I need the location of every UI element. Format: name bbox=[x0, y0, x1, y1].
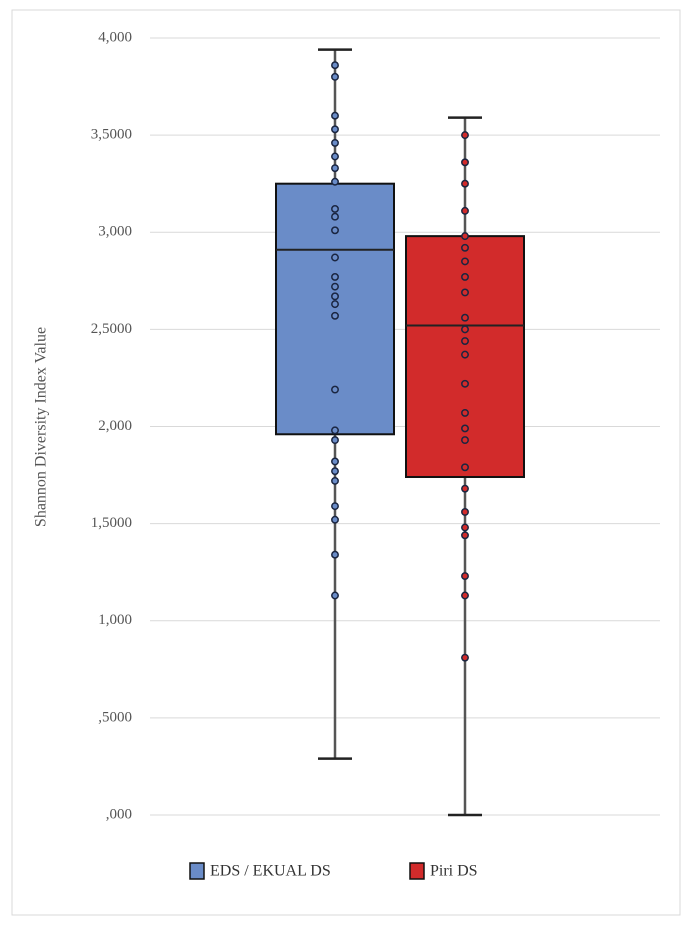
data-point bbox=[331, 152, 339, 161]
data-point bbox=[331, 204, 339, 213]
data-point bbox=[331, 300, 339, 309]
data-point bbox=[461, 131, 469, 140]
data-point bbox=[331, 111, 339, 120]
data-point bbox=[331, 164, 339, 173]
data-point bbox=[461, 572, 469, 581]
data-point bbox=[461, 591, 469, 600]
data-point bbox=[461, 463, 469, 472]
y-tick-label: 3,5000 bbox=[91, 127, 132, 143]
legend-label: Piri DS bbox=[430, 863, 478, 880]
data-point bbox=[461, 313, 469, 322]
data-point bbox=[461, 350, 469, 359]
data-point bbox=[461, 257, 469, 266]
data-point bbox=[461, 337, 469, 345]
data-point bbox=[461, 206, 469, 215]
data-point bbox=[461, 484, 469, 493]
data-point bbox=[331, 436, 339, 445]
y-tick-label: ,000 bbox=[106, 806, 132, 822]
data-point bbox=[331, 72, 339, 81]
data-point bbox=[331, 282, 339, 291]
y-tick-label: 1,5000 bbox=[91, 515, 132, 531]
box bbox=[275, 182, 395, 436]
data-point bbox=[461, 158, 469, 167]
y-tick-label: 1,000 bbox=[98, 612, 132, 628]
y-tick-label: 2,000 bbox=[98, 418, 132, 434]
data-point bbox=[331, 253, 339, 262]
y-tick-label: 2,5000 bbox=[91, 321, 132, 337]
data-point bbox=[331, 457, 339, 466]
data-point bbox=[461, 272, 469, 281]
data-point bbox=[331, 476, 339, 485]
data-point bbox=[461, 424, 469, 433]
data-point bbox=[331, 515, 339, 524]
data-point bbox=[331, 226, 339, 235]
data-point bbox=[461, 288, 469, 297]
y-tick-label: 4,000 bbox=[98, 29, 132, 45]
data-point bbox=[461, 531, 469, 540]
y-tick-label: ,5000 bbox=[98, 709, 132, 725]
data-point bbox=[331, 177, 339, 186]
data-point bbox=[331, 61, 339, 70]
legend-label: EDS / EKUAL DS bbox=[210, 863, 331, 880]
data-point bbox=[461, 325, 469, 334]
data-point bbox=[331, 311, 339, 320]
data-point bbox=[331, 550, 339, 559]
data-point bbox=[331, 138, 339, 147]
y-axis-title: Shannon Diversity Index Value bbox=[33, 327, 50, 527]
data-point bbox=[461, 653, 469, 662]
data-point bbox=[461, 523, 469, 532]
data-point bbox=[461, 436, 469, 445]
data-point bbox=[461, 232, 469, 241]
legend-swatch bbox=[189, 862, 205, 880]
data-point bbox=[331, 125, 339, 134]
data-point bbox=[331, 272, 339, 281]
chart-border bbox=[11, 9, 681, 916]
y-tick-label: 3,000 bbox=[98, 224, 132, 240]
data-point bbox=[461, 243, 469, 252]
data-point bbox=[331, 385, 339, 394]
data-point bbox=[461, 179, 469, 188]
data-point bbox=[331, 292, 339, 301]
data-point bbox=[461, 379, 469, 388]
data-point bbox=[331, 591, 339, 600]
data-point bbox=[461, 408, 469, 417]
data-point bbox=[331, 426, 339, 435]
data-point bbox=[331, 502, 339, 511]
data-point bbox=[331, 467, 339, 476]
data-point bbox=[331, 212, 339, 221]
legend-swatch bbox=[409, 862, 425, 880]
data-point bbox=[461, 508, 469, 516]
